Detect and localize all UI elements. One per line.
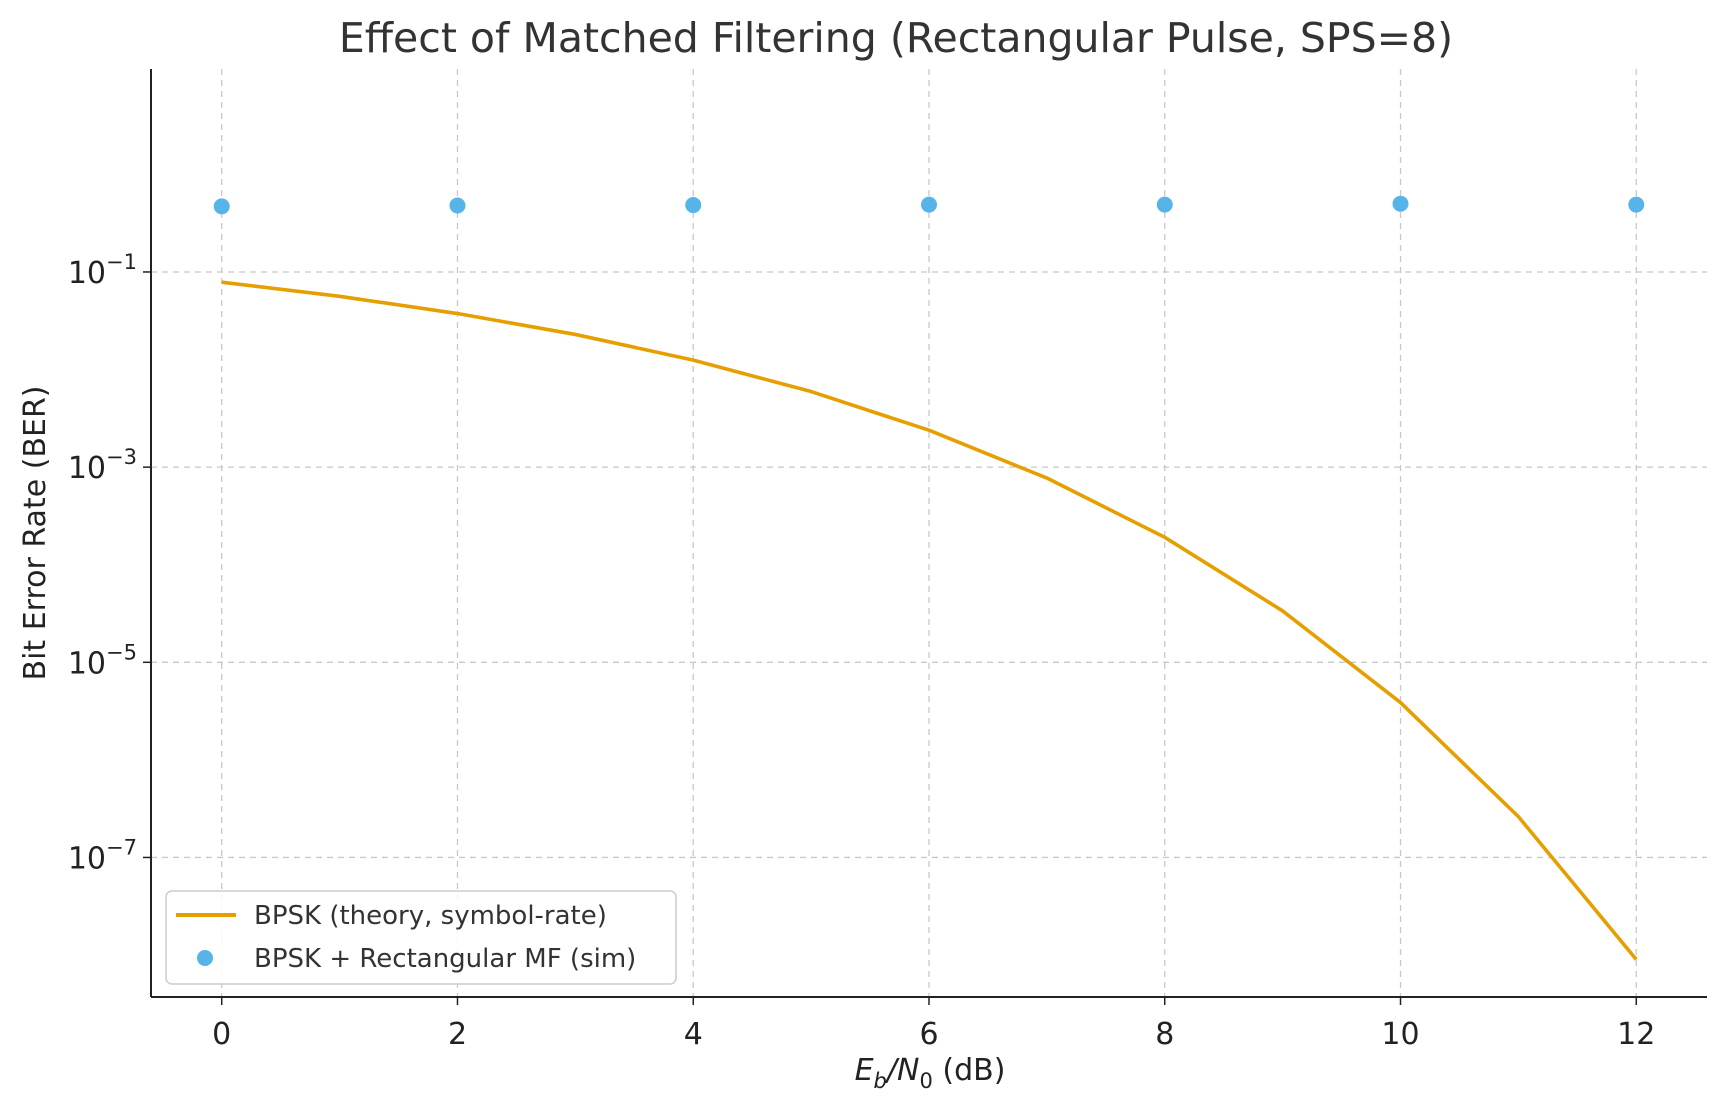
x-tick-label: 8 (1155, 1017, 1174, 1052)
grid (151, 69, 1707, 997)
scatter-point-sim (213, 198, 230, 215)
chart-title: Effect of Matched Filtering (Rectangular… (339, 14, 1453, 62)
legend-label-sim: BPSK + Rectangular MF (sim) (254, 944, 636, 974)
x-tick-label: 6 (919, 1017, 938, 1052)
x-ticks: 0 2 4 6 8 10 12 (212, 997, 1655, 1052)
scatter-point-sim (1392, 195, 1409, 212)
x-tick-label: 12 (1617, 1017, 1655, 1052)
scatter-point-sim (449, 197, 466, 214)
series-layer (213, 195, 1645, 961)
y-tick-label: 10−1 (68, 250, 137, 291)
legend-swatch-sim (197, 950, 213, 966)
x-tick-label: 10 (1381, 1017, 1419, 1052)
scatter-point-sim (1156, 196, 1173, 213)
y-tick-label: 10−5 (68, 640, 137, 681)
y-ticks: 10−1 10−3 10−5 10−7 (68, 250, 151, 876)
x-tick-label: 2 (448, 1017, 467, 1052)
x-tick-label: 4 (684, 1017, 703, 1052)
y-axis-label: Bit Error Rate (BER) (18, 386, 53, 681)
x-axis-label: Eb/N0 (dB) (855, 1053, 1006, 1093)
legend-label-theory: BPSK (theory, symbol-rate) (254, 901, 607, 931)
series-line-theory (221, 280, 1638, 961)
x-tick-label: 0 (212, 1017, 231, 1052)
y-tick-label: 10−3 (68, 445, 137, 486)
scatter-point-sim (685, 197, 702, 214)
scatter-point-sim (921, 196, 937, 213)
legend: BPSK (theory, symbol-rate) BPSK + Rectan… (165, 890, 677, 985)
scatter-point-sim (1628, 196, 1645, 213)
y-tick-label: 10−7 (68, 835, 137, 876)
legend-box (165, 890, 677, 985)
